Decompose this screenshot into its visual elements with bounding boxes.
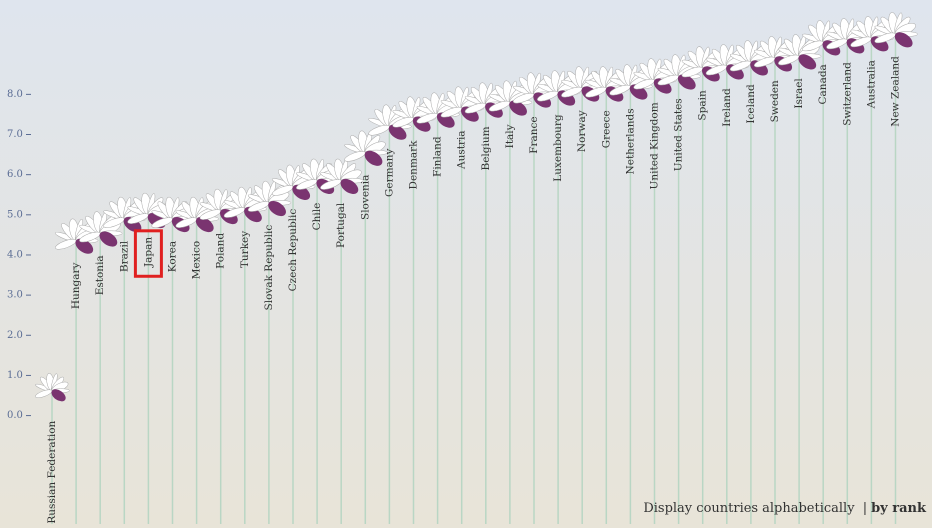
- sort-alphabetical[interactable]: alphabetically: [762, 501, 855, 516]
- country-label[interactable]: Luxembourg: [552, 114, 564, 182]
- highlight-petal: [509, 100, 527, 116]
- petal: [561, 86, 583, 98]
- y-tick-label: 4.0: [7, 249, 23, 260]
- country-label[interactable]: Brazil: [118, 240, 130, 272]
- country-label[interactable]: Czech Republic: [287, 209, 299, 292]
- highlight-petal: [677, 74, 696, 90]
- y-tick-label: 6.0: [7, 169, 23, 180]
- country-label[interactable]: Denmark: [408, 140, 420, 190]
- country-label[interactable]: United Kingdom: [649, 102, 661, 189]
- country-label[interactable]: France: [528, 116, 540, 153]
- petal: [681, 66, 704, 78]
- y-tick-label: 5.0: [7, 209, 23, 220]
- country-label[interactable]: Chile: [311, 203, 323, 231]
- country-label[interactable]: Spain: [697, 90, 709, 121]
- country-label[interactable]: Estonia: [94, 255, 106, 295]
- country-label[interactable]: Korea: [167, 241, 179, 272]
- country-label[interactable]: Turkey: [239, 231, 251, 268]
- highlight-petal: [798, 54, 817, 70]
- y-tick-label: 1.0: [7, 370, 23, 381]
- country-label[interactable]: Iceland: [745, 84, 757, 124]
- country-label[interactable]: Italy: [504, 124, 516, 148]
- flower: [344, 130, 388, 166]
- country-label[interactable]: Belgium: [480, 126, 492, 170]
- highlight-petal: [268, 200, 286, 217]
- petal: [175, 217, 197, 228]
- country-label[interactable]: Slovenia: [359, 175, 371, 220]
- country-label[interactable]: Germany: [383, 148, 395, 197]
- highlight-petal: [99, 231, 118, 247]
- highlight-petal: [340, 178, 359, 194]
- petal: [368, 124, 390, 136]
- country-label[interactable]: Israel: [793, 78, 805, 109]
- country-label[interactable]: Poland: [215, 233, 227, 269]
- country-label[interactable]: Sweden: [769, 80, 781, 122]
- country-label[interactable]: Austria: [456, 130, 468, 170]
- flower: [368, 104, 412, 140]
- flower: [874, 12, 918, 48]
- petal: [35, 389, 53, 398]
- country-label[interactable]: Mexico: [191, 241, 203, 279]
- separator: |: [862, 501, 868, 516]
- country-label[interactable]: Portugal: [335, 202, 347, 248]
- highlight-petal: [388, 124, 407, 140]
- country-label[interactable]: Switzerland: [841, 62, 853, 126]
- country-label[interactable]: Hungary: [70, 262, 82, 309]
- country-label[interactable]: United States: [673, 98, 685, 171]
- country-label[interactable]: Japan: [142, 237, 154, 268]
- y-tick-label: 7.0: [7, 129, 23, 140]
- selection-box: [133, 229, 163, 278]
- flower: [175, 196, 219, 233]
- highlight-petal: [75, 238, 94, 254]
- y-tick-label: 0.0: [7, 410, 23, 421]
- flower: [320, 158, 364, 194]
- petal: [344, 151, 366, 162]
- country-label[interactable]: Netherlands: [624, 108, 636, 174]
- sort-controls: Display countries alphabetically | by rank: [639, 501, 926, 516]
- y-tick-label: 8.0: [7, 89, 23, 100]
- highlight-petal: [894, 32, 913, 48]
- country-label[interactable]: Finland: [432, 136, 444, 177]
- country-label[interactable]: New Zealand: [890, 56, 902, 127]
- country-label[interactable]: Greece: [600, 110, 612, 148]
- flower: [35, 373, 70, 402]
- country-label[interactable]: Australia: [865, 60, 877, 109]
- country-label[interactable]: Norway: [576, 110, 588, 152]
- highlight-petal: [364, 150, 383, 166]
- petal: [729, 60, 752, 72]
- sort-rank[interactable]: by rank: [871, 501, 926, 516]
- highlight-petal: [51, 389, 66, 402]
- y-tick-label: 2.0: [7, 330, 23, 341]
- petal: [633, 78, 655, 90]
- petal: [392, 116, 414, 128]
- country-label[interactable]: Slovak Republic: [263, 225, 275, 311]
- country-label[interactable]: Ireland: [721, 88, 733, 127]
- y-tick-label: 3.0: [7, 290, 23, 301]
- country-label[interactable]: Russian Federation: [46, 420, 58, 523]
- country-label[interactable]: Canada: [817, 64, 829, 104]
- flower: [488, 80, 533, 116]
- petal: [151, 217, 173, 228]
- highlight-petal: [195, 217, 214, 233]
- sort-label: Display countries: [643, 501, 759, 516]
